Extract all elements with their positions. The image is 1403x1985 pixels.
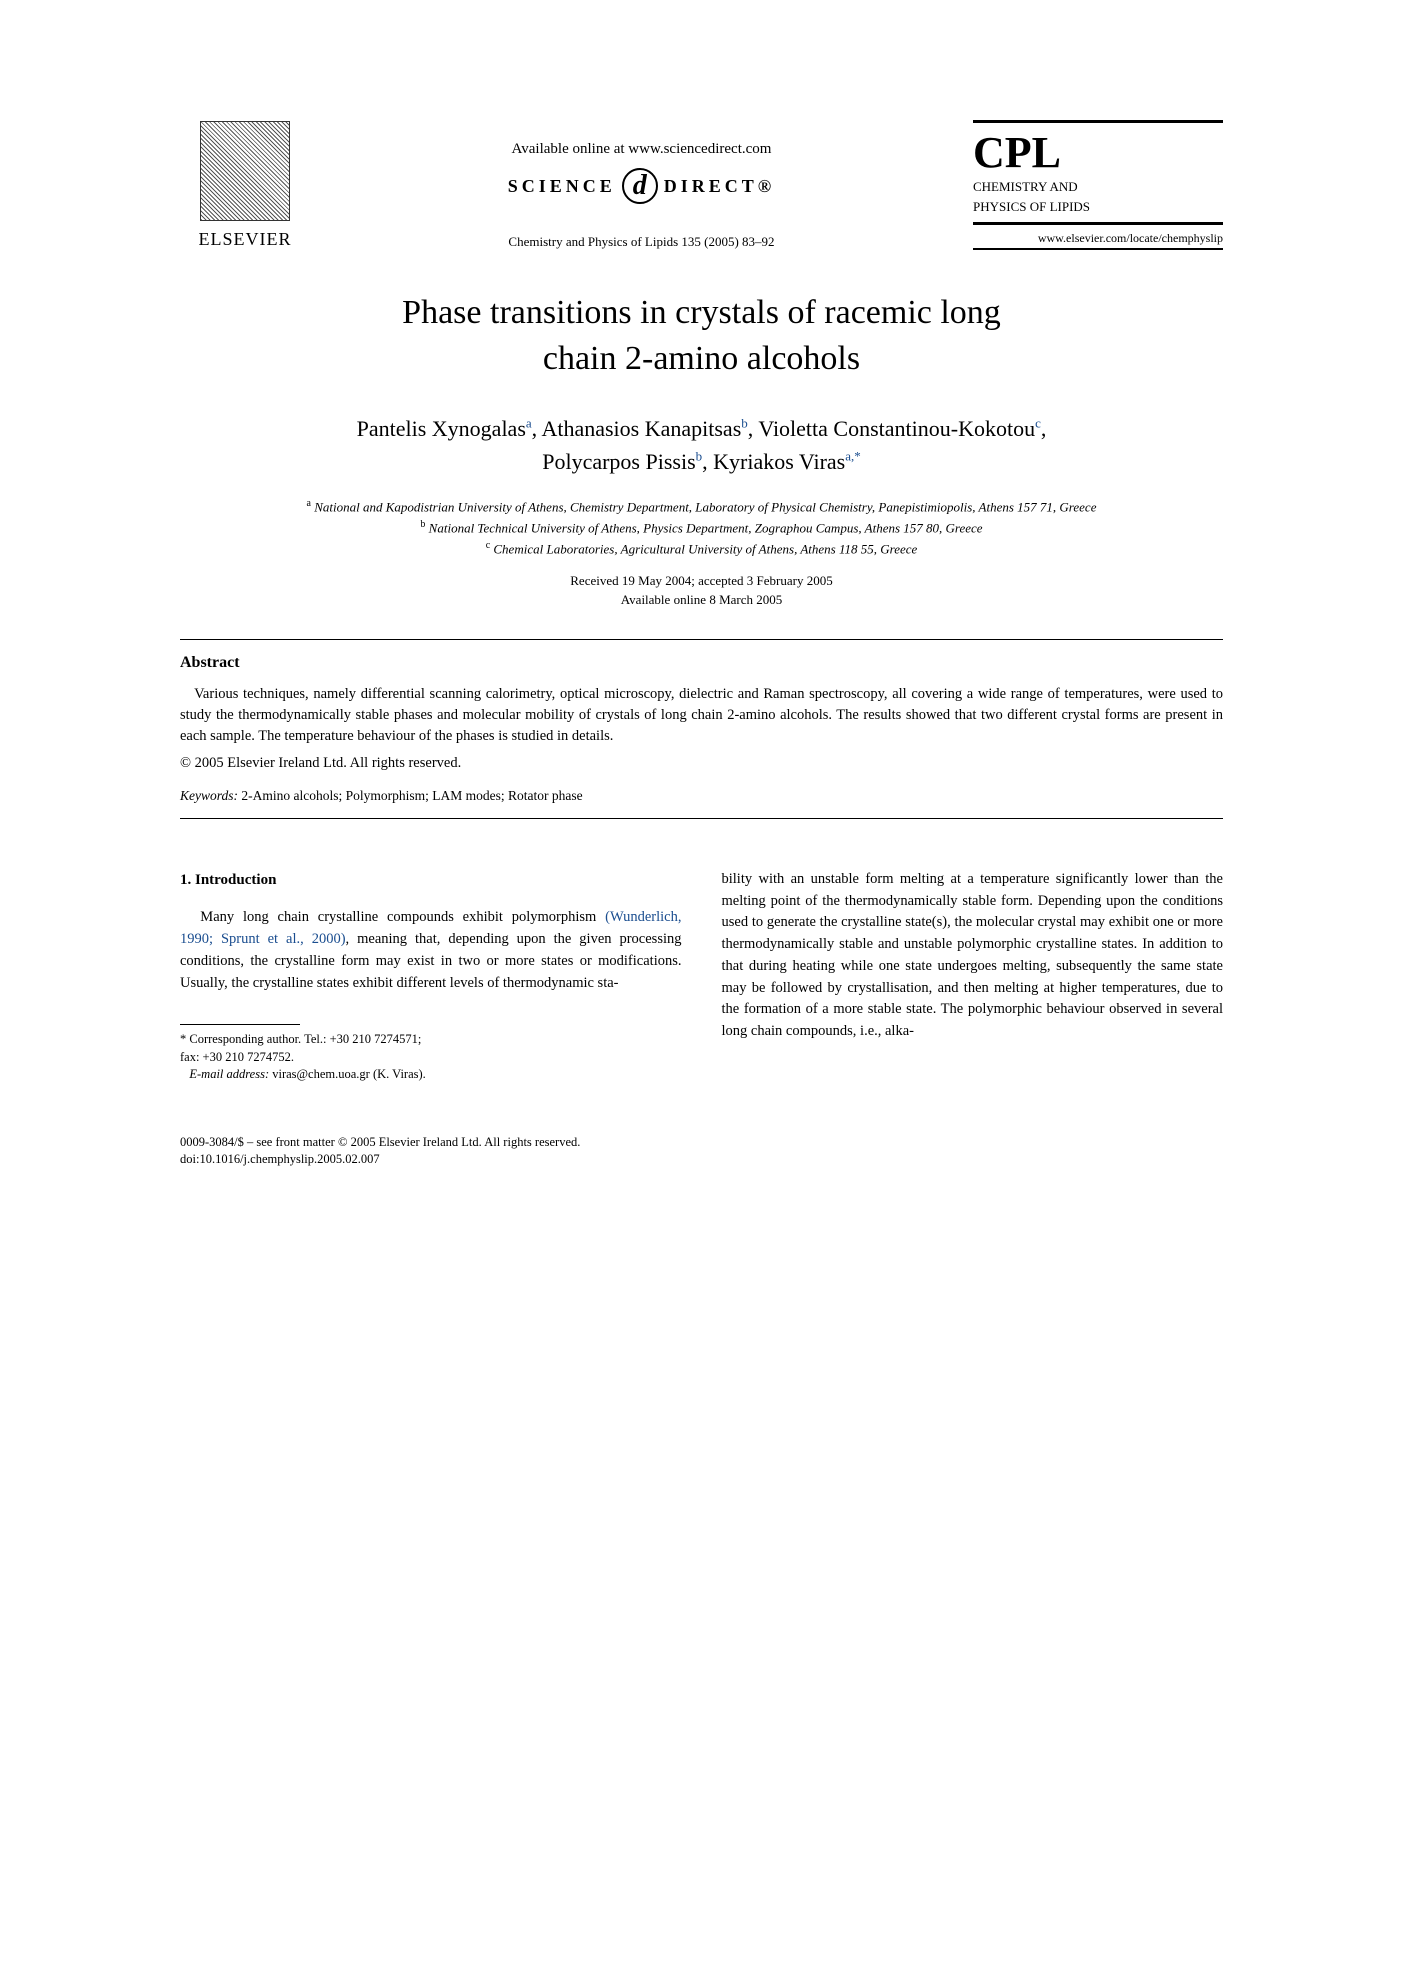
header-center: Available online at www.sciencedirect.co…	[310, 141, 973, 250]
affiliation-c: c Chemical Laboratories, Agricultural Un…	[180, 538, 1223, 559]
keywords-label: Keywords:	[180, 788, 238, 803]
doi-line: doi:10.1016/j.chemphyslip.2005.02.007	[180, 1151, 1223, 1169]
author-4-aff: b	[696, 449, 703, 464]
footnote-divider	[180, 1024, 300, 1025]
online-date: Available online 8 March 2005	[180, 591, 1223, 609]
journal-reference: Chemistry and Physics of Lipids 135 (200…	[508, 234, 774, 250]
divider	[180, 639, 1223, 640]
affiliation-list: a National and Kapodistrian University o…	[180, 496, 1223, 558]
footnote-corr: * Corresponding author. Tel.: +30 210 72…	[180, 1031, 682, 1049]
publisher-name: ELSEVIER	[199, 229, 292, 250]
author-3-aff: c	[1035, 416, 1041, 431]
footnote-email: E-mail address: viras@chem.uoa.gr (K. Vi…	[180, 1066, 682, 1084]
footnote-fax: fax: +30 210 7274752.	[180, 1049, 682, 1067]
page-footer: 0009-3084/$ – see front matter © 2005 El…	[180, 1134, 1223, 1169]
at-icon: d	[622, 168, 658, 204]
author-list: Pantelis Xynogalasa, Athanasios Kanapits…	[180, 412, 1223, 478]
journal-url: www.elsevier.com/locate/chemphyslip	[973, 231, 1223, 250]
keywords-line: Keywords: 2-Amino alcohols; Polymorphism…	[180, 788, 1223, 804]
article-title: Phase transitions in crystals of racemic…	[312, 290, 1092, 382]
author-2-aff: b	[741, 416, 748, 431]
author-1-aff: a	[526, 416, 532, 431]
abstract-body: Various techniques, namely differential …	[180, 684, 1223, 747]
journal-brand-box: CPL CHEMISTRY AND PHYSICS OF LIPIDS	[973, 120, 1223, 225]
science-direct-logo: SCIENCE d DIRECT®	[508, 168, 776, 204]
abstract-heading: Abstract	[180, 654, 1223, 672]
available-online-text: Available online at www.sciencedirect.co…	[512, 141, 772, 158]
article-dates: Received 19 May 2004; accepted 3 Februar…	[180, 572, 1223, 608]
author-2: Athanasios Kanapitsas	[541, 416, 741, 441]
publisher-block: ELSEVIER	[180, 121, 310, 250]
column-right: bility with an unstable form melting at …	[722, 869, 1224, 1084]
journal-full-1: CHEMISTRY AND	[973, 179, 1223, 195]
para-text-1: Many long chain crystalline compounds ex…	[200, 909, 605, 925]
author-3: Violetta Constantinou-Kokotou	[758, 416, 1035, 441]
author-4: Polycarpos Pissis	[542, 449, 695, 474]
journal-full-2: PHYSICS OF LIPIDS	[973, 199, 1223, 215]
section-1-para-2: bility with an unstable form melting at …	[722, 869, 1224, 1043]
section-1-heading: 1. Introduction	[180, 869, 682, 892]
divider	[180, 818, 1223, 819]
title-line-1: Phase transitions in crystals of racemic…	[402, 294, 1001, 331]
page-header: ELSEVIER Available online at www.science…	[180, 120, 1223, 250]
sd-left: SCIENCE	[508, 176, 616, 197]
affiliation-a: a National and Kapodistrian University o…	[180, 496, 1223, 517]
title-line-2: chain 2-amino alcohols	[543, 340, 860, 377]
elsevier-tree-icon	[200, 121, 290, 221]
journal-acronym: CPL	[973, 131, 1223, 175]
received-accepted: Received 19 May 2004; accepted 3 Februar…	[180, 572, 1223, 590]
body-columns: 1. Introduction Many long chain crystall…	[180, 869, 1223, 1084]
abstract-copyright: © 2005 Elsevier Ireland Ltd. All rights …	[180, 755, 1223, 772]
email-value: viras@chem.uoa.gr (K. Viras).	[272, 1067, 426, 1081]
affiliation-b-text: National Technical University of Athens,…	[429, 520, 983, 535]
journal-brand-block: CPL CHEMISTRY AND PHYSICS OF LIPIDS www.…	[973, 120, 1223, 250]
affiliation-a-text: National and Kapodistrian University of …	[314, 499, 1096, 514]
abstract-text: Various techniques, namely differential …	[180, 686, 1223, 744]
sd-right: DIRECT®	[664, 176, 775, 197]
author-5-aff: a,*	[845, 449, 861, 464]
email-label: E-mail address:	[189, 1067, 269, 1081]
corresponding-footnote: * Corresponding author. Tel.: +30 210 72…	[180, 1031, 682, 1084]
author-5: Kyriakos Viras	[713, 449, 845, 474]
section-1-para-1: Many long chain crystalline compounds ex…	[180, 907, 682, 994]
keywords-values: 2-Amino alcohols; Polymorphism; LAM mode…	[241, 788, 582, 803]
column-left: 1. Introduction Many long chain crystall…	[180, 869, 682, 1084]
front-matter-line: 0009-3084/$ – see front matter © 2005 El…	[180, 1134, 1223, 1152]
affiliation-b: b National Technical University of Athen…	[180, 517, 1223, 538]
author-1: Pantelis Xynogalas	[357, 416, 526, 441]
affiliation-c-text: Chemical Laboratories, Agricultural Univ…	[493, 541, 917, 556]
